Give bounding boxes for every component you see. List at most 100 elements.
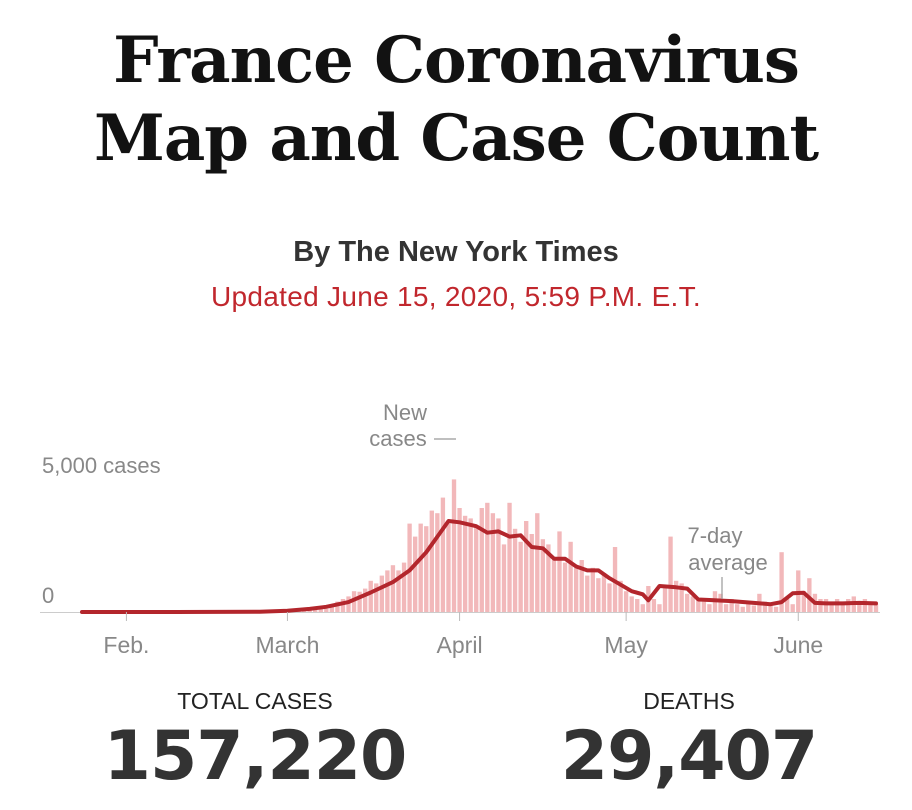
- bar: [568, 541, 573, 612]
- bar: [412, 536, 418, 612]
- bar: [834, 599, 840, 612]
- bar: [429, 510, 434, 612]
- bar: [346, 596, 351, 612]
- bar: [518, 541, 523, 612]
- bar: [679, 583, 684, 612]
- bar: [829, 604, 834, 612]
- bar: [651, 599, 657, 612]
- total-cases-label: TOTAL CASES: [177, 688, 333, 714]
- bar: [635, 599, 640, 612]
- bar: [751, 605, 757, 612]
- bar: [535, 513, 540, 612]
- bar: [657, 604, 662, 612]
- annotation-new-cases-line1: New: [383, 400, 427, 425]
- bar: [779, 552, 784, 612]
- bar: [701, 601, 707, 612]
- bar: [590, 567, 595, 612]
- bar: [696, 599, 701, 612]
- bar: [474, 526, 479, 612]
- bar: [746, 604, 751, 612]
- bar: [790, 604, 795, 612]
- cases-chart: Feb. March April May June 5,000 cases 0 Newca…: [40, 400, 880, 658]
- bar: [857, 601, 862, 612]
- bar: [596, 578, 601, 612]
- bar: [507, 502, 512, 612]
- y-axis-labels: 5,000 cases 0: [42, 453, 161, 608]
- bar: [512, 528, 518, 612]
- bar: [451, 479, 457, 612]
- bar: [607, 583, 612, 612]
- bar: [846, 599, 851, 612]
- x-tick-label: Feb.: [103, 632, 149, 658]
- title-line-2: Map and Case Count: [93, 101, 819, 176]
- bar: [424, 526, 429, 612]
- bar: [379, 575, 385, 612]
- bar: [562, 562, 568, 612]
- bar: [807, 578, 812, 612]
- bar: [585, 575, 590, 612]
- page-title: France Coronavirus Map and Case Count: [0, 22, 912, 178]
- bar: [324, 608, 329, 612]
- bar: [335, 601, 340, 612]
- seven-day-average-line: [80, 519, 878, 614]
- bar: [784, 599, 790, 612]
- bar: [662, 586, 668, 612]
- bar: [640, 604, 645, 612]
- x-tick-label: April: [437, 632, 483, 658]
- bar: [418, 523, 423, 612]
- bar: [801, 591, 806, 612]
- deaths-label: DEATHS: [643, 688, 735, 714]
- bar: [546, 544, 551, 612]
- new-cases-bars: [257, 479, 879, 612]
- bar: [762, 601, 768, 612]
- bar: [368, 580, 373, 612]
- bar: [479, 508, 484, 612]
- bar: [374, 583, 379, 612]
- bar: [357, 591, 362, 612]
- x-tick-label: June: [773, 632, 823, 658]
- bar: [729, 599, 734, 612]
- bar: [468, 518, 473, 612]
- total-cases-value: 157,220: [103, 717, 408, 796]
- bar: [818, 599, 823, 612]
- x-tick-label: March: [255, 632, 319, 658]
- bar: [435, 513, 440, 612]
- bar: [868, 601, 873, 612]
- bar: [873, 604, 879, 612]
- bar: [723, 604, 729, 612]
- bar: [396, 570, 401, 612]
- bar: [668, 536, 673, 612]
- bar: [485, 502, 490, 612]
- bar: [501, 544, 507, 612]
- byline: By The New York Times: [293, 236, 619, 268]
- y-tick-label: 0: [42, 583, 54, 608]
- bar: [446, 523, 451, 612]
- x-tick-label: May: [604, 632, 648, 658]
- bar: [618, 580, 623, 612]
- bar: [490, 513, 496, 612]
- bar: [540, 539, 546, 612]
- seven-day-average-layer: [80, 519, 878, 614]
- bar: [573, 567, 579, 612]
- bar: [629, 596, 634, 612]
- bar: [773, 606, 779, 612]
- bar: [685, 593, 690, 612]
- bar: [690, 596, 695, 612]
- bar: [862, 599, 868, 612]
- bar: [529, 534, 534, 612]
- x-axis-ticks: Feb. March April May June: [103, 612, 823, 658]
- bar: [440, 497, 446, 612]
- bar: [340, 599, 346, 612]
- y-tick-label: 5,000 cases: [42, 453, 161, 478]
- bar: [735, 604, 740, 612]
- bar: [740, 606, 745, 612]
- bar: [329, 604, 335, 612]
- bar: [524, 521, 529, 612]
- bar: [551, 560, 557, 612]
- bar: [823, 599, 829, 612]
- title-line-1: France Coronavirus: [113, 23, 800, 98]
- annotation-average-line2: average: [688, 550, 768, 575]
- updated-timestamp: Updated June 15, 2020, 5:59 P.M. E.T.: [210, 281, 702, 312]
- bar: [623, 591, 629, 612]
